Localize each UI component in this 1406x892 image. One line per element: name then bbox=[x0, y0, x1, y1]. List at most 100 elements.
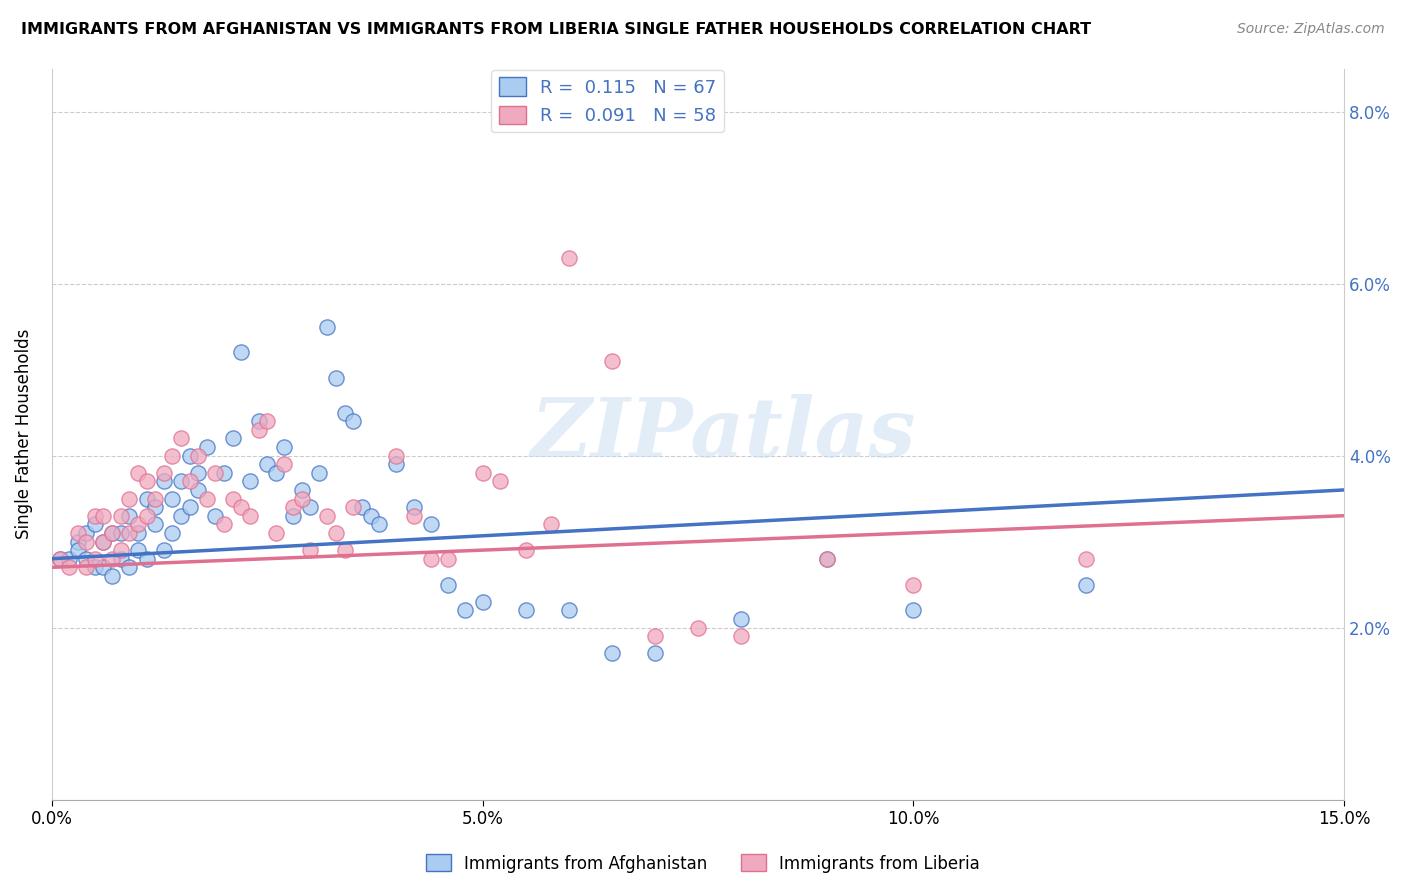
Point bbox=[316, 508, 339, 523]
Point bbox=[58, 551, 80, 566]
Point bbox=[162, 525, 184, 540]
Point bbox=[903, 603, 925, 617]
Point bbox=[93, 534, 115, 549]
Point bbox=[135, 475, 157, 489]
Point bbox=[221, 431, 243, 445]
Point bbox=[75, 551, 97, 566]
Point bbox=[239, 475, 262, 489]
Point bbox=[402, 500, 425, 515]
Point bbox=[291, 483, 314, 497]
Point bbox=[644, 629, 666, 643]
Point bbox=[342, 414, 364, 428]
Point bbox=[152, 466, 174, 480]
Point bbox=[316, 319, 339, 334]
Point bbox=[231, 345, 253, 359]
Point bbox=[75, 525, 97, 540]
Point bbox=[1074, 551, 1097, 566]
Point bbox=[515, 603, 537, 617]
Point bbox=[179, 449, 201, 463]
Point bbox=[127, 517, 149, 532]
Point bbox=[644, 646, 666, 660]
Point bbox=[419, 551, 441, 566]
Point bbox=[256, 414, 278, 428]
Point bbox=[212, 466, 235, 480]
Point bbox=[437, 577, 460, 591]
Point bbox=[135, 491, 157, 506]
Point bbox=[333, 543, 356, 558]
Point bbox=[152, 543, 174, 558]
Point bbox=[204, 466, 226, 480]
Point bbox=[118, 491, 141, 506]
Point bbox=[540, 517, 562, 532]
Point bbox=[600, 646, 623, 660]
Point bbox=[83, 560, 105, 574]
Point bbox=[325, 525, 347, 540]
Point bbox=[212, 517, 235, 532]
Point bbox=[75, 534, 97, 549]
Point bbox=[110, 525, 132, 540]
Point bbox=[221, 491, 243, 506]
Point bbox=[187, 466, 209, 480]
Point bbox=[195, 440, 218, 454]
Point bbox=[815, 551, 838, 566]
Point bbox=[179, 500, 201, 515]
Point bbox=[93, 508, 115, 523]
Text: IMMIGRANTS FROM AFGHANISTAN VS IMMIGRANTS FROM LIBERIA SINGLE FATHER HOUSEHOLDS : IMMIGRANTS FROM AFGHANISTAN VS IMMIGRANT… bbox=[21, 22, 1091, 37]
Text: ZIPatlas: ZIPatlas bbox=[531, 394, 917, 474]
Point bbox=[162, 449, 184, 463]
Point bbox=[273, 440, 295, 454]
Point bbox=[66, 525, 89, 540]
Point bbox=[143, 500, 166, 515]
Point bbox=[118, 508, 141, 523]
Point bbox=[488, 475, 510, 489]
Point bbox=[127, 543, 149, 558]
Point bbox=[170, 431, 193, 445]
Legend: R =  0.115   N = 67, R =  0.091   N = 58: R = 0.115 N = 67, R = 0.091 N = 58 bbox=[492, 70, 724, 132]
Point bbox=[143, 491, 166, 506]
Point bbox=[291, 491, 314, 506]
Point bbox=[360, 508, 382, 523]
Point bbox=[730, 629, 752, 643]
Point bbox=[686, 621, 709, 635]
Point bbox=[299, 500, 322, 515]
Point bbox=[195, 491, 218, 506]
Point bbox=[264, 525, 287, 540]
Point bbox=[368, 517, 391, 532]
Point bbox=[515, 543, 537, 558]
Point bbox=[83, 551, 105, 566]
Point bbox=[247, 414, 270, 428]
Point bbox=[66, 543, 89, 558]
Point bbox=[49, 551, 72, 566]
Point bbox=[437, 551, 460, 566]
Point bbox=[256, 457, 278, 471]
Point bbox=[419, 517, 441, 532]
Point bbox=[93, 534, 115, 549]
Point bbox=[350, 500, 373, 515]
Point bbox=[325, 371, 347, 385]
Point bbox=[333, 405, 356, 419]
Point bbox=[58, 560, 80, 574]
Point bbox=[75, 560, 97, 574]
Point bbox=[273, 457, 295, 471]
Point bbox=[135, 551, 157, 566]
Point bbox=[127, 525, 149, 540]
Point bbox=[264, 466, 287, 480]
Point bbox=[187, 483, 209, 497]
Point bbox=[187, 449, 209, 463]
Point bbox=[118, 560, 141, 574]
Point bbox=[903, 577, 925, 591]
Point bbox=[101, 525, 124, 540]
Point bbox=[815, 551, 838, 566]
Legend: Immigrants from Afghanistan, Immigrants from Liberia: Immigrants from Afghanistan, Immigrants … bbox=[419, 847, 987, 880]
Point bbox=[110, 543, 132, 558]
Point bbox=[152, 475, 174, 489]
Point bbox=[557, 251, 579, 265]
Point bbox=[1074, 577, 1097, 591]
Point bbox=[281, 500, 304, 515]
Point bbox=[454, 603, 477, 617]
Point bbox=[385, 457, 408, 471]
Point bbox=[342, 500, 364, 515]
Point bbox=[101, 569, 124, 583]
Point bbox=[118, 525, 141, 540]
Point bbox=[162, 491, 184, 506]
